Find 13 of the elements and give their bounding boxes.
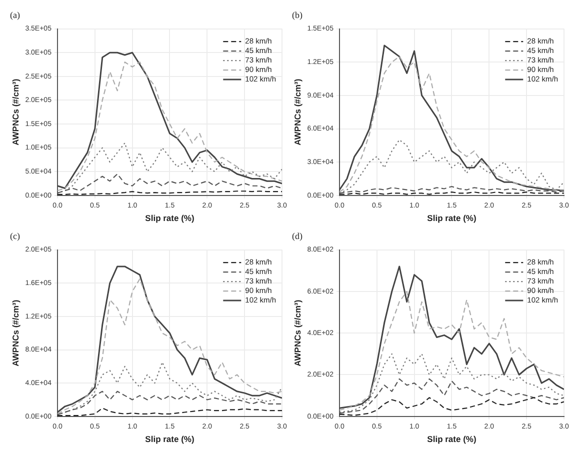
line-series (339, 353, 564, 413)
x-axis-title: Slip rate (%) (145, 213, 194, 224)
x-axis-title: Slip rate (%) (145, 434, 194, 444)
chart-title: (d) (292, 230, 302, 241)
x-axis-title: Slip rate (%) (427, 434, 476, 444)
chart-title: (b) (292, 10, 302, 20)
x-axis-title: Slip rate (%) (427, 213, 476, 224)
y-axis-title: AWPNCs (#/cm³) (292, 78, 302, 146)
y-axis-title: AWPNCs (#/cm³) (292, 300, 302, 366)
y-axis-title: AWPNCs (#/cm³) (10, 78, 20, 146)
chart-title: (a) (10, 10, 20, 20)
chart-title: (c) (10, 230, 20, 241)
y-axis-title: AWPNCs (#/cm³) (10, 300, 20, 366)
